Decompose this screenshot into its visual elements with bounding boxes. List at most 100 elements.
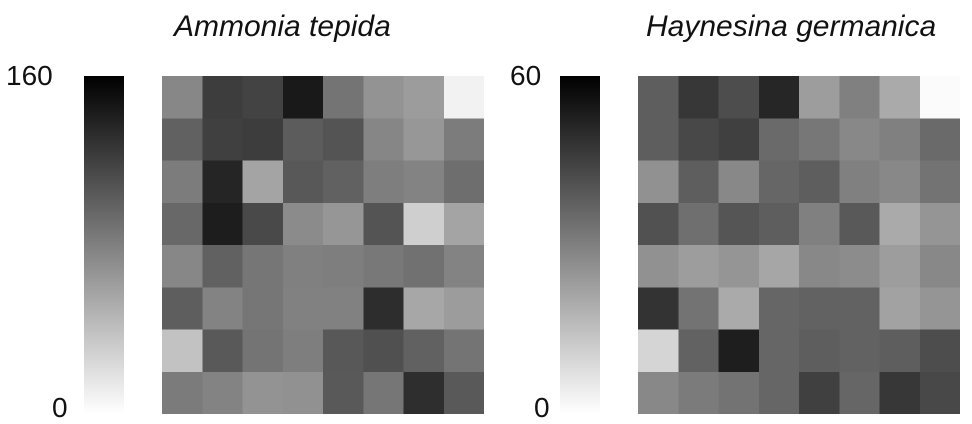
heatmap-cell — [799, 202, 840, 246]
heatmap-cell — [638, 202, 679, 246]
heatmap-grid — [638, 76, 960, 414]
heatmap-cell — [363, 202, 405, 246]
heatmap-cell — [758, 287, 800, 331]
heatmap-cell — [403, 118, 445, 162]
heatmap-cell — [678, 118, 720, 162]
heatmap-cell — [363, 287, 405, 331]
heatmap-cell — [443, 329, 484, 373]
heatmap-cell — [718, 329, 760, 373]
heatmap-cell — [363, 371, 405, 414]
heatmap-cell — [919, 329, 960, 373]
heatmap-cell — [403, 245, 445, 288]
heatmap-cell — [403, 371, 445, 414]
heatmap-cell — [839, 371, 881, 414]
heatmap-cell — [162, 160, 203, 204]
heatmap-cell — [638, 76, 679, 119]
heatmap-cell — [202, 371, 244, 414]
heatmap-cell — [839, 118, 881, 162]
heatmap-cell — [919, 287, 960, 331]
heatmap-cell — [638, 160, 679, 204]
heatmap-cell — [443, 118, 484, 162]
heatmap-cell — [879, 245, 921, 288]
heatmap-cell — [323, 76, 364, 119]
heatmap-cell — [718, 160, 760, 204]
heatmap-cell — [443, 287, 484, 331]
heatmap-cell — [202, 160, 244, 204]
heatmap-cell — [879, 76, 921, 119]
heatmap-cell — [799, 371, 840, 414]
heatmap-cell — [323, 329, 364, 373]
heatmap-cell — [202, 202, 244, 246]
heatmap-cell — [162, 76, 203, 119]
heatmap-cell — [718, 118, 760, 162]
heatmap-cell — [919, 245, 960, 288]
colorbar-max-label: 60 — [510, 60, 542, 91]
heatmap-cell — [919, 76, 960, 119]
heatmap-cell — [879, 287, 921, 331]
heatmap-cell — [879, 118, 921, 162]
heatmap-cell — [443, 245, 484, 288]
heatmap-cell — [799, 287, 840, 331]
heatmap-cell — [879, 371, 921, 414]
heatmap-cell — [919, 118, 960, 162]
heatmap-cell — [879, 160, 921, 204]
heatmap-cell — [162, 118, 203, 162]
heatmap-cell — [678, 76, 720, 119]
heatmap-cell — [839, 160, 881, 204]
heatmap-cell — [363, 329, 405, 373]
heatmap-cell — [758, 202, 800, 246]
heatmap-cell — [403, 160, 445, 204]
heatmap-cell — [242, 76, 284, 119]
heatmap-grid — [162, 76, 484, 414]
heatmap-cell — [242, 329, 284, 373]
heatmap-cell — [638, 371, 679, 414]
heatmap-cell — [919, 371, 960, 414]
heatmap-cell — [403, 287, 445, 331]
heatmap-cell — [718, 202, 760, 246]
heatmap-cell — [242, 245, 284, 288]
colorbar — [560, 76, 600, 414]
heatmap-cell — [282, 202, 324, 246]
heatmap-cell — [242, 371, 284, 414]
heatmap-cell — [363, 245, 405, 288]
heatmap-cell — [323, 160, 364, 204]
heatmap-cell — [678, 202, 720, 246]
heatmap-cell — [323, 371, 364, 414]
heatmap-cell — [443, 76, 484, 119]
heatmap-cell — [758, 160, 800, 204]
heatmap-panel-haynesina: Haynesina germanica 60 0 — [486, 0, 972, 423]
heatmap-cell — [403, 202, 445, 246]
heatmap-cell — [323, 287, 364, 331]
heatmap-cell — [443, 202, 484, 246]
heatmap-cell — [638, 329, 679, 373]
heatmap-cell — [162, 287, 203, 331]
heatmap-cell — [799, 329, 840, 373]
heatmap-cell — [839, 202, 881, 246]
heatmap-cell — [242, 160, 284, 204]
heatmap-cell — [879, 202, 921, 246]
colorbar-min-label: 0 — [534, 392, 550, 423]
heatmap-cell — [202, 329, 244, 373]
heatmap-cell — [718, 245, 760, 288]
heatmap-cell — [242, 287, 284, 331]
heatmap-cell — [323, 202, 364, 246]
heatmap-cell — [242, 118, 284, 162]
heatmap-cell — [282, 371, 324, 414]
heatmap-cell — [678, 329, 720, 373]
heatmap-cell — [638, 245, 679, 288]
heatmap-cell — [282, 160, 324, 204]
heatmap-cell — [718, 371, 760, 414]
heatmap-cell — [758, 118, 800, 162]
heatmap-cell — [638, 118, 679, 162]
heatmap-cell — [638, 287, 679, 331]
heatmap-cell — [758, 245, 800, 288]
chart-title: Ammonia tepida — [174, 10, 391, 43]
heatmap-cell — [323, 245, 364, 288]
heatmap-cell — [718, 76, 760, 119]
heatmap-cell — [758, 76, 800, 119]
heatmap-cell — [282, 287, 324, 331]
heatmap-cell — [202, 287, 244, 331]
heatmap-cell — [162, 245, 203, 288]
heatmap-cell — [718, 287, 760, 331]
heatmap-cell — [678, 371, 720, 414]
